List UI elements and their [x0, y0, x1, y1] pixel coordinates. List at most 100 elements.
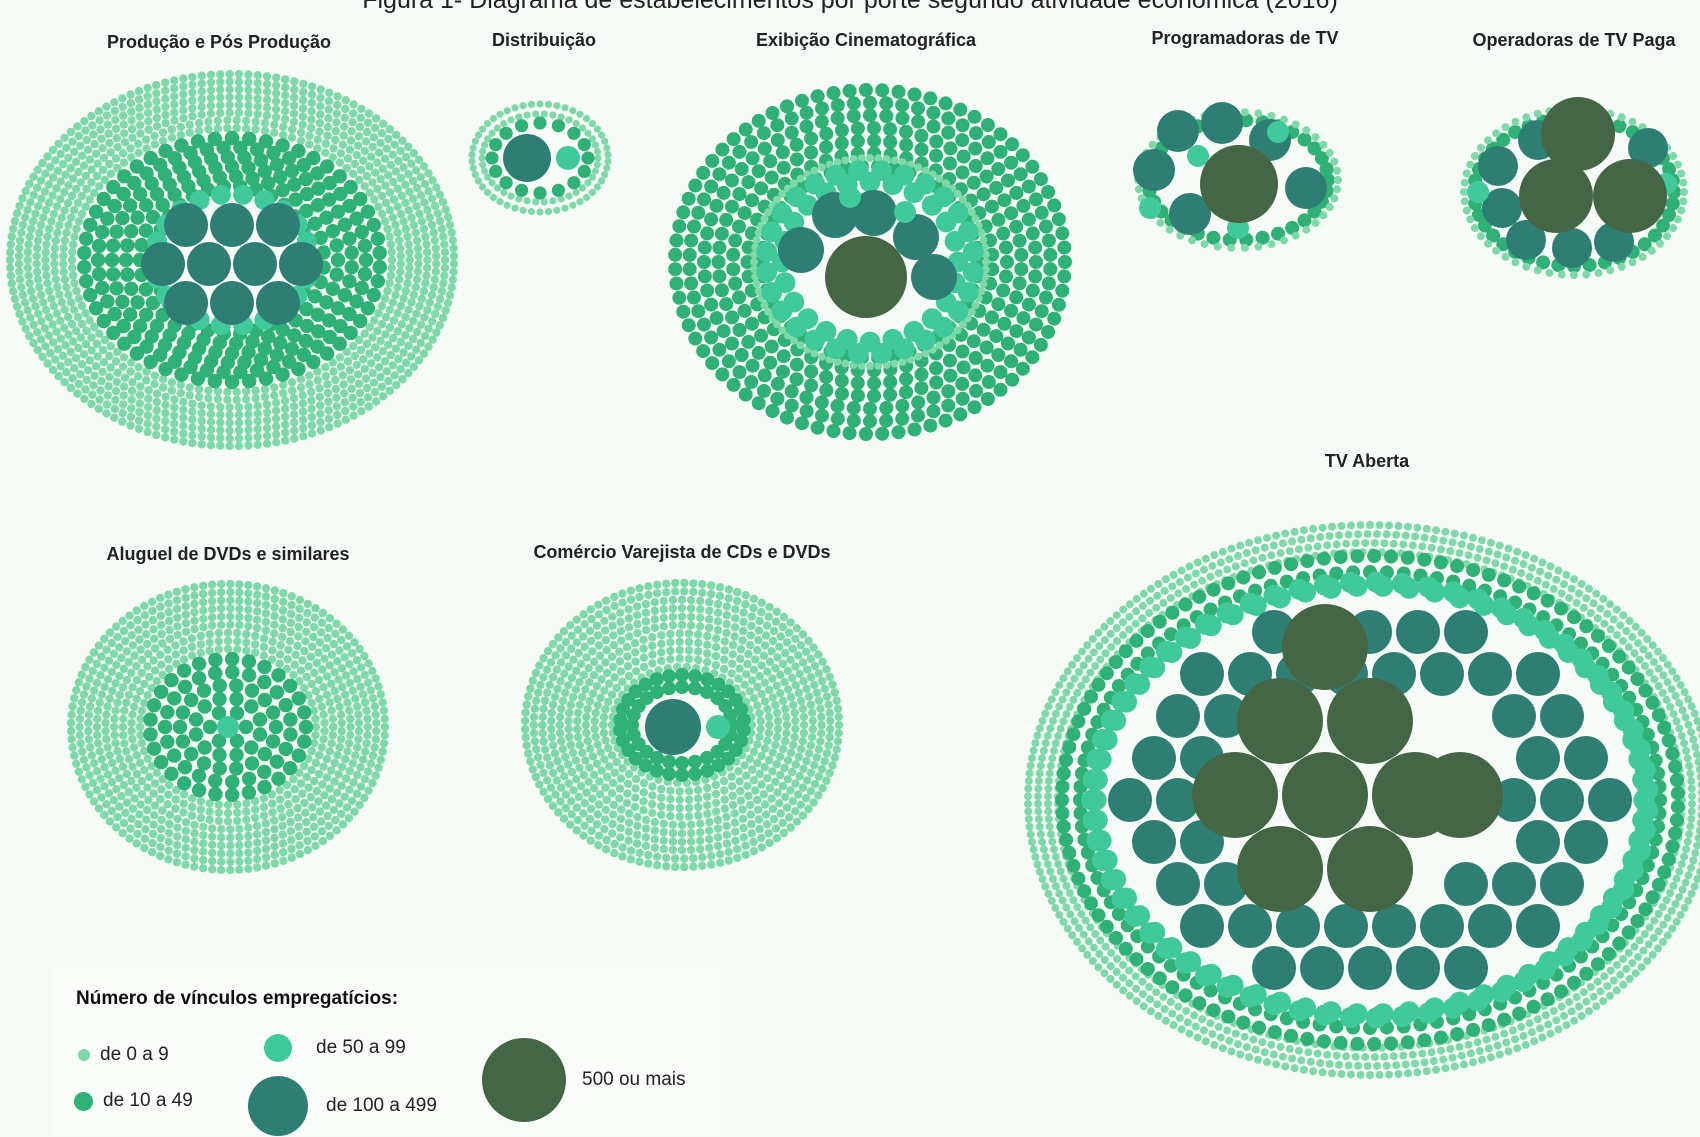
dot-0-9: [291, 795, 300, 804]
dot-10-49: [1066, 858, 1081, 873]
dot-0-9: [1645, 668, 1654, 677]
dot-0-9: [1185, 562, 1194, 571]
dot-100-499: [911, 254, 957, 300]
dot-0-9: [1475, 545, 1484, 553]
dot-0-9: [572, 615, 581, 624]
dot-10-49: [1203, 602, 1218, 617]
dot-0-9: [134, 139, 143, 148]
dot-10-49: [1021, 330, 1036, 345]
dot-0-9: [396, 209, 406, 219]
dot-0-9: [15, 275, 25, 284]
dot-0-9: [315, 401, 325, 410]
dot-0-9: [1043, 731, 1052, 740]
dot-0-9: [1676, 910, 1685, 919]
dot-0-9: [1637, 963, 1646, 972]
dot-0-9: [216, 426, 225, 435]
dot-0-9: [615, 794, 624, 803]
dot-0-9: [583, 704, 592, 714]
dot-0-9: [57, 213, 66, 222]
dot-0-9: [1380, 1052, 1389, 1061]
dot-0-9: [724, 856, 733, 865]
dot-0-9: [1404, 522, 1412, 531]
dot-0-9: [378, 119, 388, 128]
dot-0-9: [1139, 589, 1148, 598]
dot-0-9: [942, 336, 950, 345]
dot-0-9: [293, 803, 302, 813]
dot-0-9: [1043, 860, 1052, 869]
dot-0-9: [259, 651, 268, 660]
dot-0-9: [1039, 746, 1048, 755]
dot-0-9: [170, 116, 179, 125]
dot-0-9: [113, 698, 122, 707]
dot-0-9: [1046, 724, 1055, 733]
dot-0-9: [403, 279, 412, 288]
dot-0-9: [1304, 1048, 1313, 1057]
dot-0-9: [602, 795, 611, 805]
dot-0-9: [208, 840, 217, 849]
dot-10-49: [789, 372, 804, 387]
dot-0-9: [1200, 565, 1208, 574]
dot-10-49: [830, 411, 845, 426]
dot-0-9: [1125, 625, 1134, 634]
dot-10-49: [799, 119, 814, 134]
dot-0-9: [234, 410, 244, 420]
dot-0-9: [346, 722, 355, 732]
dot-10-49: [1640, 858, 1655, 873]
dot-10-49: [976, 322, 991, 337]
dot-0-9: [104, 382, 113, 391]
dot-10-49: [1165, 605, 1180, 620]
dot-10-49: [704, 297, 719, 312]
dot-0-9: [337, 781, 347, 790]
dot-0-9: [242, 124, 251, 133]
dot-0-9: [686, 837, 696, 846]
dot-0-9: [315, 751, 324, 760]
dot-0-9: [299, 423, 308, 433]
dot-0-9: [618, 843, 627, 852]
dot-0-9: [188, 88, 197, 97]
dot-0-9: [768, 693, 777, 702]
dot-0-9: [206, 101, 216, 111]
dot-0-9: [356, 663, 366, 672]
dot-0-9: [431, 244, 440, 253]
dot-0-9: [1682, 845, 1690, 854]
dot-0-9: [421, 279, 430, 288]
dot-0-9: [580, 642, 589, 651]
dot-0-9: [312, 658, 321, 668]
dot-0-9: [321, 372, 330, 381]
dot-0-9: [1089, 648, 1098, 657]
dot-0-9: [1675, 867, 1684, 876]
dot-0-9: [1684, 871, 1693, 880]
dot-0-9: [64, 153, 73, 163]
dot-0-9: [625, 809, 634, 818]
dot-0-9: [389, 195, 399, 204]
dot-10-49: [1645, 890, 1660, 905]
dot-0-9: [97, 134, 106, 143]
dot-0-9: [398, 375, 407, 384]
dot-0-9: [1663, 931, 1672, 940]
dot-10-49: [257, 692, 272, 708]
dot-0-9: [253, 582, 262, 591]
dot-0-9: [1504, 544, 1513, 553]
dot-0-9: [657, 810, 666, 819]
dot-0-9: [272, 73, 281, 82]
dot-10-49: [810, 420, 825, 435]
dot-0-9: [309, 706, 319, 715]
dot-0-9: [87, 178, 96, 187]
dot-0-9: [281, 420, 290, 429]
dot-0-9: [364, 786, 373, 795]
dot-0-9: [1125, 966, 1134, 975]
dot-0-9: [626, 855, 636, 864]
dot-0-9: [52, 202, 62, 211]
dot-0-9: [479, 147, 487, 155]
dot-0-9: [115, 754, 125, 764]
dot-0-9: [639, 797, 648, 806]
dot-0-9: [555, 728, 565, 738]
dot-0-9: [639, 806, 648, 815]
dot-10-49: [1384, 1036, 1398, 1051]
dot-0-9: [156, 593, 165, 603]
dot-0-9: [1683, 837, 1692, 846]
dot-0-9: [591, 708, 600, 718]
dot-0-9: [589, 784, 599, 793]
dot-0-9: [631, 648, 640, 657]
dot-0-9: [320, 654, 329, 663]
